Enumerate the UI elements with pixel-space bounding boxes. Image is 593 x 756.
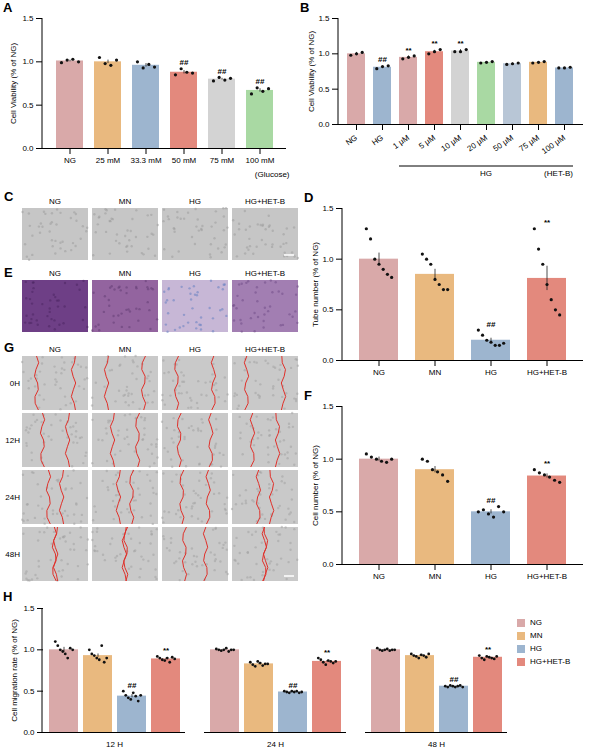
svg-text:0.0: 0.0 [318,120,330,129]
svg-text:MN: MN [429,572,442,581]
html-text:A: A [3,0,13,15]
svg-text:0H: 0H [10,379,20,388]
html-text:H: H [3,589,13,604]
svg-text:NG: NG [49,345,61,354]
svg-text:1.0: 1.0 [22,57,34,66]
svg-text:MN: MN [119,269,132,278]
svg-text:MN: MN [429,368,442,377]
svg-text:0.0: 0.0 [23,728,35,737]
svg-text:HG+HET-B: HG+HET-B [245,269,285,278]
svg-text:0.5: 0.5 [322,305,334,314]
svg-text:HG+HET-B: HG+HET-B [245,197,285,206]
svg-text:**: ** [485,645,492,654]
svg-text:##: ## [218,67,227,76]
svg-text:1.0: 1.0 [322,255,334,264]
html-text:HG: HG [530,644,542,653]
svg-text:##: ## [180,58,189,67]
svg-text:1.5: 1.5 [322,402,334,411]
svg-text:MN: MN [119,345,132,354]
svg-text:(HET-B): (HET-B) [544,169,573,178]
svg-text:Cell number (% of NG): Cell number (% of NG) [311,445,320,526]
svg-text:20 μM: 20 μM [466,133,490,153]
svg-text:25 mM: 25 mM [96,156,121,165]
svg-text:48 H: 48 H [428,740,445,749]
svg-text:NG: NG [64,156,76,165]
svg-text:HG+HET-B: HG+HET-B [527,572,567,581]
svg-text:Cell Viability (% of NG): Cell Viability (% of NG) [307,31,316,113]
svg-text:NG: NG [344,133,359,147]
svg-text:0.5: 0.5 [23,687,35,696]
svg-text:NG: NG [373,368,385,377]
svg-text:HG: HG [485,368,497,377]
svg-text:Tube number (% of NG): Tube number (% of NG) [311,242,320,327]
svg-text:1.0: 1.0 [322,455,334,464]
svg-text:HG: HG [189,197,201,206]
svg-text:75 μM: 75 μM [518,133,542,153]
svg-text:0.0: 0.0 [322,356,334,365]
svg-text:**: ** [544,218,551,227]
svg-text:##: ## [256,77,265,86]
svg-text:**: ** [544,459,551,468]
html-text:E: E [4,265,13,280]
svg-text:0.5: 0.5 [322,507,334,516]
svg-text:##: ## [487,320,496,329]
svg-text:##: ## [450,675,459,684]
svg-text:1.5: 1.5 [322,204,334,213]
svg-text:NG: NG [49,269,61,278]
html-text:C: C [4,189,14,204]
svg-text:MN: MN [119,197,132,206]
svg-text:**: ** [457,39,464,48]
svg-text:50 mM: 50 mM [172,156,197,165]
svg-text:**: ** [431,39,438,48]
svg-text:0.5: 0.5 [22,101,34,110]
svg-text:NG: NG [373,572,385,581]
svg-text:0.0: 0.0 [322,560,334,569]
html-text:D: D [304,190,314,205]
svg-text:1.5: 1.5 [22,14,34,23]
html-text:MN: MN [530,631,543,640]
svg-text:**: ** [163,646,170,655]
svg-text:100 mM: 100 mM [246,156,275,165]
svg-text:24H: 24H [5,493,20,502]
svg-text:1 μM: 1 μM [391,133,411,151]
svg-text:##: ## [378,55,387,64]
html-text:B: B [300,0,310,15]
svg-text:1.0: 1.0 [318,49,330,58]
svg-text:Cell Viability (% of NG): Cell Viability (% of NG) [9,43,18,125]
svg-text:##: ## [289,681,298,690]
svg-text:12 H: 12 H [106,740,123,749]
svg-text:10 μM: 10 μM [440,133,464,153]
html-text:HG+HET-B: HG+HET-B [530,657,571,666]
svg-text:12H: 12H [5,436,20,445]
svg-text:**: ** [324,648,331,657]
svg-text:0.0: 0.0 [22,144,34,153]
html-text:NG: NG [530,618,542,627]
svg-text:HG: HG [189,345,201,354]
svg-text:**: ** [405,46,412,55]
svg-text:NG: NG [49,197,61,206]
svg-text:(Glucose): (Glucose) [255,170,290,179]
svg-text:HG+HET-B: HG+HET-B [245,345,285,354]
svg-text:1.0: 1.0 [23,645,35,654]
svg-text:100 μM: 100 μM [540,133,567,156]
html-text:G: G [4,340,15,355]
svg-text:75 mM: 75 mM [210,156,235,165]
svg-text:##: ## [487,496,496,505]
svg-text:HG: HG [480,169,492,178]
svg-text:Cell migration rate (% of NG): Cell migration rate (% of NG) [10,619,19,722]
svg-text:HG: HG [370,133,385,147]
svg-text:##: ## [128,681,137,690]
svg-text:5 μM: 5 μM [417,133,437,151]
svg-text:HG: HG [485,572,497,581]
html-text:F: F [304,388,312,403]
svg-text:50 μM: 50 μM [492,133,516,153]
svg-text:24 H: 24 H [267,740,284,749]
svg-text:0.5: 0.5 [318,85,330,94]
svg-text:33.3 mM: 33.3 mM [130,156,161,165]
svg-text:48H: 48H [5,550,20,559]
svg-text:HG+HET-B: HG+HET-B [527,368,567,377]
svg-text:HG: HG [189,269,201,278]
svg-text:1.5: 1.5 [23,604,35,613]
svg-text:1.5: 1.5 [318,14,330,23]
